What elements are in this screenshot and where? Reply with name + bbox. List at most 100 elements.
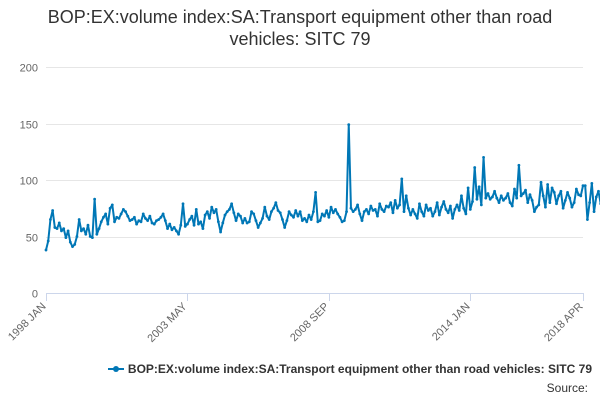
data-point [557,194,561,198]
data-point [236,212,240,216]
data-point [395,206,399,210]
data-point [504,196,508,200]
data-point [172,226,176,229]
data-point [99,220,103,224]
data-point [177,232,180,236]
data-point [155,219,158,223]
data-point [552,191,556,194]
data-point [126,214,130,218]
data-point [506,192,510,195]
data-point [228,207,231,211]
data-point [426,209,430,212]
y-tick-label: 100 [20,176,38,188]
data-point [440,205,443,209]
data-point [338,215,342,219]
data-point [367,212,371,216]
data-point [493,189,496,193]
y-axis: 0 50 100 150 200 [20,63,38,301]
data-point [91,236,94,240]
y-tick-label: 150 [20,120,38,132]
data-point [254,219,258,223]
data-point [318,219,322,223]
data-point [541,194,545,198]
data-point [285,219,289,223]
data-point [110,203,114,207]
data-point [208,217,211,220]
data-point [186,222,189,226]
x-tick-label: 2018 APR [542,301,586,345]
data-point [429,206,432,210]
x-tick-label: 2014 JAN [430,301,473,344]
data-point [97,227,101,230]
data-point [170,228,174,232]
y-tick-label: 0 [32,289,38,301]
data-point [278,211,282,215]
data-point [521,192,525,195]
data-point [44,248,48,252]
data-point [327,215,331,219]
data-point [201,227,205,230]
data-point [590,181,594,185]
data-point [53,226,57,229]
data-point [281,218,284,221]
data-point [294,209,298,212]
data-point [479,203,483,207]
data-point [362,210,366,214]
data-point [252,212,256,216]
data-point [265,214,269,218]
data-point [79,229,83,233]
data-point [128,219,132,223]
data-point [371,209,375,212]
data-point [537,203,541,207]
data-point [586,218,589,221]
data-point [550,186,554,190]
data-point [402,210,406,214]
data-point [475,197,479,201]
chart-title: BOP:EX:volume index:SA:Transport equipme… [47,7,553,49]
data-point [393,198,397,202]
data-point [256,226,260,229]
x-axis: 1998 JAN 2003 MAY 2008 SEP 2014 JAN 2018 APR [6,293,586,345]
data-point [312,210,315,214]
data-point [55,227,59,230]
data-point [353,207,357,211]
legend-line-dot-icon [107,364,124,374]
data-point [486,192,490,195]
data-point [241,221,245,225]
data-point [181,202,185,206]
data-point [380,207,384,211]
data-point [250,210,253,214]
data-point [214,207,218,211]
data-point [82,227,85,230]
data-point [349,206,353,210]
data-point [391,211,395,215]
data-point [115,215,119,219]
data-point [64,236,68,240]
data-point [276,209,280,212]
data-point [495,196,499,200]
data-point [563,198,567,202]
data-point [482,156,485,159]
data-point [331,211,335,215]
data-point [398,203,401,207]
data-point [444,207,448,211]
data-point [104,212,108,216]
data-point [484,196,488,200]
data-point [378,202,382,206]
data-point [51,209,55,212]
data-point [197,222,200,226]
data-point [340,220,344,224]
data-point [488,197,492,201]
data-point [420,210,424,214]
data-point [283,226,287,229]
data-point [71,245,74,249]
data-point [422,214,426,218]
data-point [289,213,293,217]
data-point [389,201,393,205]
legend: BOP:EX:volume index:SA:Transport equipme… [0,362,600,380]
data-point [314,191,317,194]
data-point [106,222,110,226]
legend-item-series[interactable]: BOP:EX:volume index:SA:Transport equipme… [107,362,592,376]
